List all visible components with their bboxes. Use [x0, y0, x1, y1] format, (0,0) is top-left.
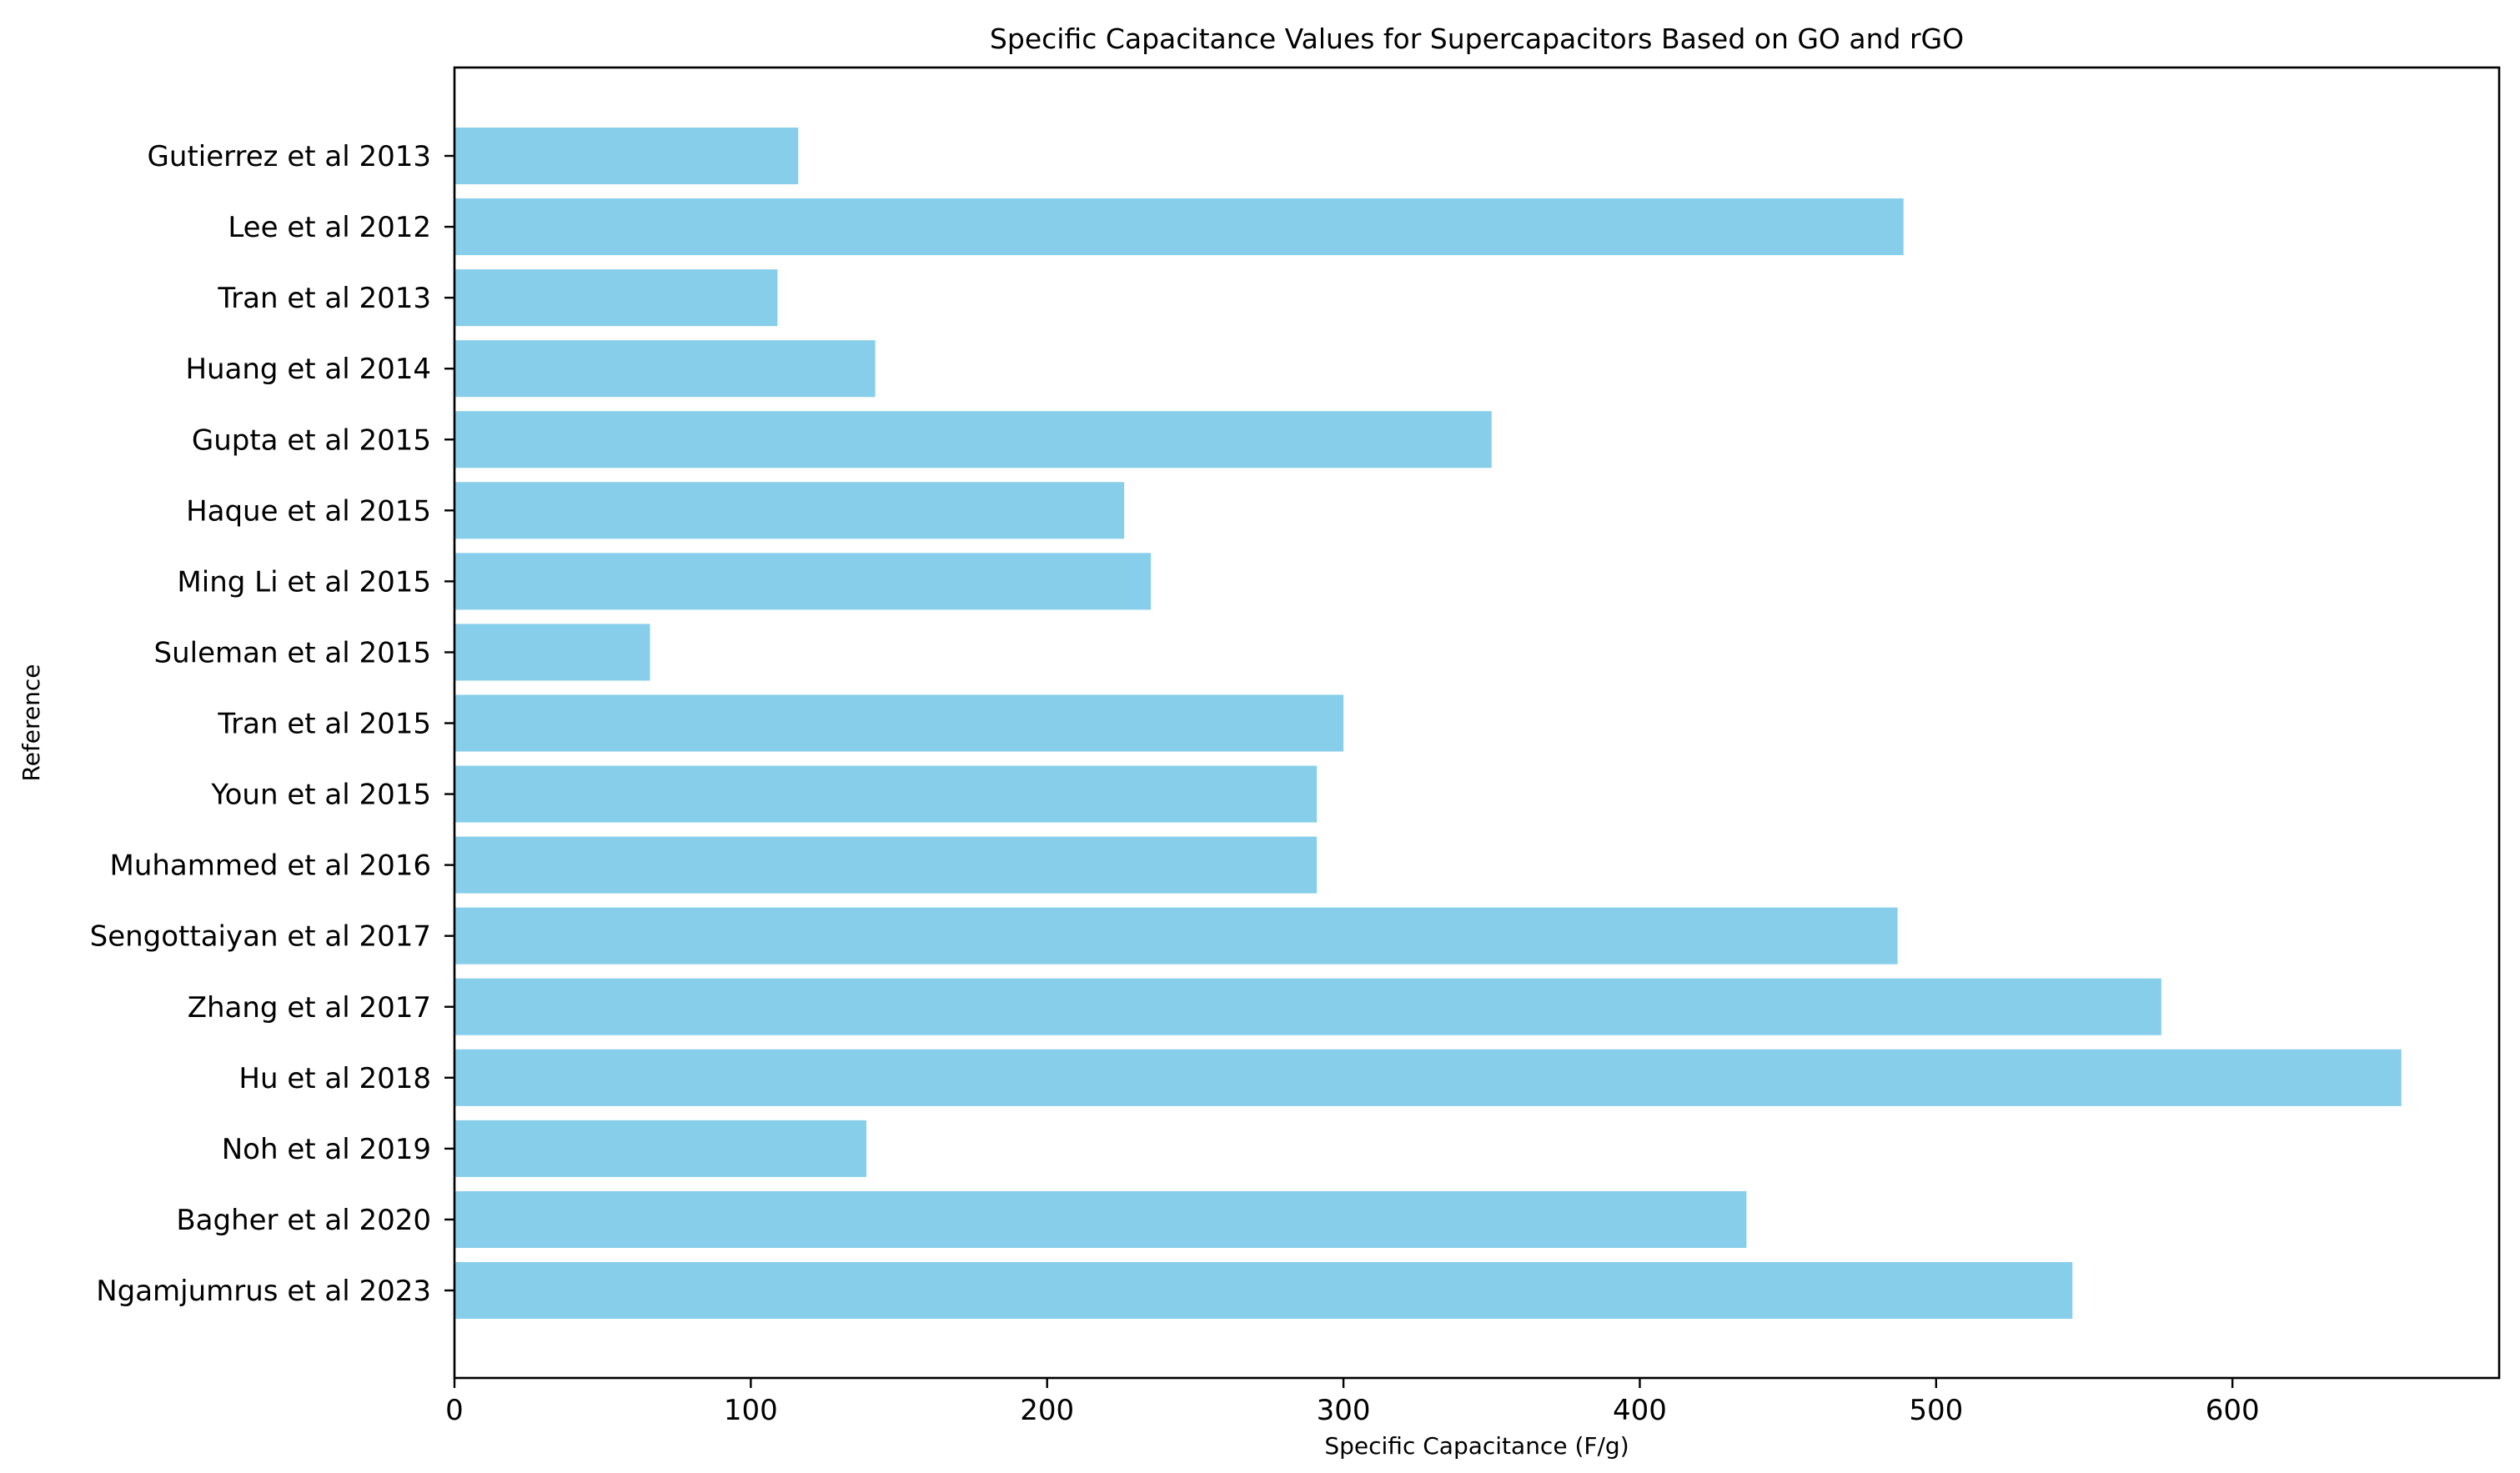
bar-9 — [454, 694, 1344, 752]
y-tick-label: Gupta et al 2015 — [192, 423, 431, 457]
bar-4 — [454, 340, 876, 398]
y-tick-label: Ngamjumrus et al 2023 — [96, 1275, 431, 1308]
bar-11 — [454, 836, 1318, 894]
bar-2 — [454, 198, 1904, 256]
bar-13 — [454, 978, 2161, 1035]
bar-16 — [454, 1190, 1747, 1248]
y-tick-label: Youn et al 2015 — [210, 779, 431, 812]
bar-1 — [454, 127, 799, 185]
bar-5 — [454, 411, 1492, 468]
y-tick-label: Ming Li et al 2015 — [177, 565, 431, 599]
x-tick-label: 400 — [1613, 1394, 1667, 1427]
bar-17 — [454, 1261, 2073, 1320]
bar-3 — [454, 269, 778, 327]
bars-layer — [454, 127, 2402, 1320]
y-tick-label: Sengottaiyan et al 2017 — [90, 920, 431, 954]
x-axis-label: Specific Capacitance (F/g) — [1324, 1432, 1629, 1460]
y-tick-label: Huang et al 2014 — [185, 353, 431, 386]
chart-title: Specific Capacitance Values for Supercap… — [990, 23, 1964, 55]
x-tick-label: 0 — [445, 1394, 464, 1427]
y-tick-label: Haque et al 2015 — [186, 494, 431, 528]
y-tick-label: Lee et al 2012 — [228, 211, 431, 244]
y-tick-label: Muhammed et al 2016 — [110, 849, 432, 883]
ticks-layer: Gutierrez et al 2013 Lee et al 2012 Tran e… — [90, 140, 2260, 1427]
bar-15 — [454, 1120, 866, 1177]
bar-6 — [454, 482, 1125, 539]
bar-8 — [454, 624, 650, 681]
bar-12 — [454, 907, 1898, 964]
y-tick-label: Hu et al 2018 — [238, 1062, 431, 1095]
bar-7 — [454, 553, 1152, 610]
bar-14 — [454, 1049, 2402, 1106]
x-tick-label: 600 — [2206, 1394, 2260, 1427]
bar-10 — [454, 765, 1318, 823]
y-tick-label: Suleman et al 2015 — [154, 636, 431, 669]
y-tick-label: Bagher et al 2020 — [176, 1204, 431, 1237]
y-tick-label: Noh et al 2019 — [222, 1133, 431, 1166]
y-tick-label: Gutierrez et al 2013 — [148, 140, 431, 173]
y-tick-label: Tran et al 2013 — [217, 282, 431, 315]
x-tick-label: 500 — [1909, 1394, 1963, 1427]
y-tick-label: Zhang et al 2017 — [188, 991, 431, 1025]
y-axis-label: Reference — [18, 664, 45, 782]
x-tick-label: 300 — [1317, 1394, 1371, 1427]
x-tick-label: 200 — [1020, 1394, 1074, 1427]
x-tick-label: 100 — [724, 1394, 778, 1427]
y-tick-label: Tran et al 2015 — [217, 708, 431, 741]
